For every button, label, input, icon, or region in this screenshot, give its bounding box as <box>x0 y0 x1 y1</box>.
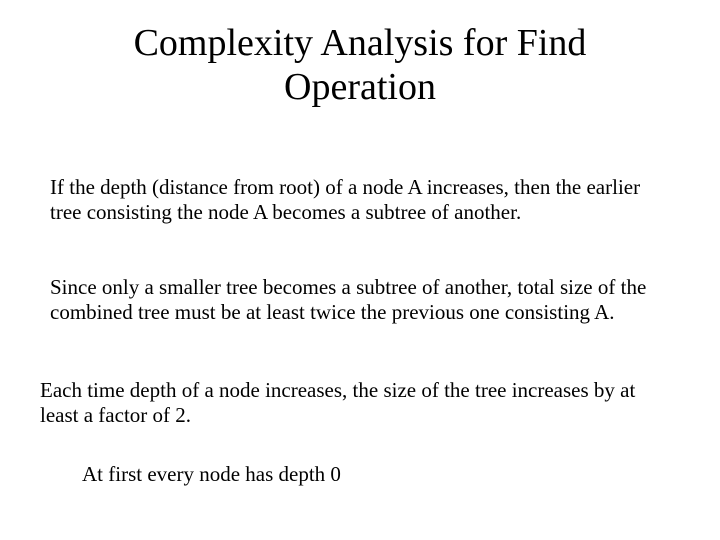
slide: Complexity Analysis for Find Operation I… <box>0 0 720 540</box>
slide-title: Complexity Analysis for Find Operation <box>0 0 720 109</box>
paragraph-4: At first every node has depth 0 <box>82 462 650 487</box>
paragraph-3: Each time depth of a node increases, the… <box>40 378 650 428</box>
paragraph-1: If the depth (distance from root) of a n… <box>50 175 650 225</box>
paragraph-2: Since only a smaller tree becomes a subt… <box>50 275 650 325</box>
